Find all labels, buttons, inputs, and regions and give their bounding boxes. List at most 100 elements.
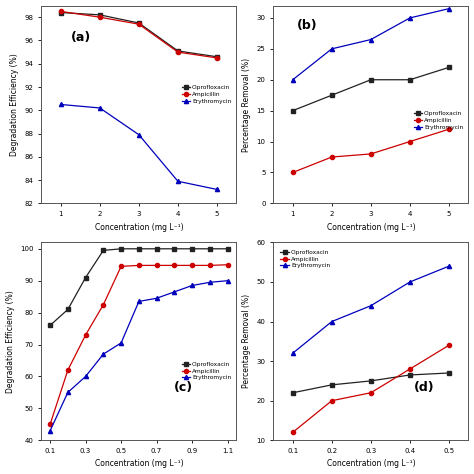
Line: Erythromycin: Erythromycin bbox=[59, 102, 219, 191]
Ampicillin bbox=[83, 332, 89, 338]
Line: Ampicillin: Ampicillin bbox=[291, 127, 451, 174]
Ciprofloxacin bbox=[100, 247, 106, 253]
Ampicillin bbox=[368, 151, 374, 157]
Erythromycin bbox=[446, 264, 452, 269]
Erythromycin bbox=[207, 280, 213, 285]
Ampicillin bbox=[175, 49, 181, 55]
Erythromycin bbox=[407, 15, 413, 21]
Erythromycin bbox=[189, 283, 195, 288]
Ampicillin bbox=[100, 302, 106, 308]
Erythromycin bbox=[368, 36, 374, 42]
Y-axis label: Percentage Removal (%): Percentage Removal (%) bbox=[242, 57, 251, 152]
Legend: Ciprofloxacin, Ampicillin, Erythromycin: Ciprofloxacin, Ampicillin, Erythromycin bbox=[278, 247, 332, 271]
X-axis label: Concentration (mg L⁻¹): Concentration (mg L⁻¹) bbox=[94, 223, 183, 232]
Ciprofloxacin bbox=[290, 390, 296, 396]
Ciprofloxacin bbox=[207, 246, 213, 252]
Text: (b): (b) bbox=[297, 19, 317, 32]
Ciprofloxacin bbox=[154, 246, 159, 252]
Erythromycin bbox=[100, 351, 106, 357]
Erythromycin bbox=[136, 299, 142, 304]
Ciprofloxacin bbox=[446, 64, 452, 70]
Ciprofloxacin bbox=[136, 246, 142, 252]
Erythromycin bbox=[136, 132, 142, 137]
Line: Ciprofloxacin: Ciprofloxacin bbox=[59, 10, 219, 59]
Ciprofloxacin bbox=[136, 20, 142, 26]
Text: (d): (d) bbox=[414, 381, 434, 394]
Line: Ampicillin: Ampicillin bbox=[48, 263, 230, 427]
Erythromycin bbox=[154, 295, 159, 301]
Ampicillin bbox=[189, 263, 195, 268]
Y-axis label: Degradation Efficiency (%): Degradation Efficiency (%) bbox=[6, 290, 15, 392]
Legend: Ciprofloxacin, Ampicillin, Erythromycin: Ciprofloxacin, Ampicillin, Erythromycin bbox=[179, 359, 234, 383]
Ampicillin bbox=[207, 263, 213, 268]
Ampicillin bbox=[47, 421, 53, 427]
Line: Ampicillin: Ampicillin bbox=[291, 343, 451, 434]
Erythromycin bbox=[47, 428, 53, 434]
X-axis label: Concentration (mg L⁻¹): Concentration (mg L⁻¹) bbox=[94, 459, 183, 468]
Ampicillin bbox=[154, 263, 159, 268]
Ciprofloxacin bbox=[214, 54, 220, 60]
Text: (a): (a) bbox=[71, 31, 91, 44]
Ciprofloxacin bbox=[446, 370, 452, 376]
Erythromycin bbox=[329, 46, 335, 52]
Y-axis label: Percentage Removal (%): Percentage Removal (%) bbox=[242, 294, 251, 388]
Ampicillin bbox=[58, 9, 64, 14]
Erythromycin bbox=[175, 178, 181, 184]
Ciprofloxacin bbox=[175, 48, 181, 54]
Legend: Ciprofloxacin, Ampicillin, Erythromycin: Ciprofloxacin, Ampicillin, Erythromycin bbox=[179, 83, 234, 106]
Erythromycin bbox=[118, 340, 124, 346]
Ciprofloxacin bbox=[368, 77, 374, 82]
Ciprofloxacin bbox=[329, 92, 335, 98]
Ampicillin bbox=[446, 127, 452, 132]
X-axis label: Concentration (mg L⁻¹): Concentration (mg L⁻¹) bbox=[327, 459, 415, 468]
Erythromycin bbox=[214, 187, 220, 192]
Erythromycin bbox=[446, 6, 452, 11]
Ampicillin bbox=[136, 263, 142, 268]
Erythromycin bbox=[290, 350, 296, 356]
Ciprofloxacin bbox=[189, 246, 195, 252]
Ampicillin bbox=[214, 55, 220, 61]
Erythromycin bbox=[290, 77, 296, 82]
Erythromycin bbox=[172, 289, 177, 295]
Erythromycin bbox=[58, 101, 64, 107]
Ampicillin bbox=[407, 366, 413, 372]
Ciprofloxacin bbox=[118, 246, 124, 252]
Ciprofloxacin bbox=[407, 372, 413, 378]
Ciprofloxacin bbox=[65, 307, 71, 312]
Ampicillin bbox=[136, 21, 142, 27]
Erythromycin bbox=[97, 105, 103, 111]
Erythromycin bbox=[83, 374, 89, 379]
Ciprofloxacin bbox=[225, 246, 230, 252]
Line: Erythromycin: Erythromycin bbox=[291, 7, 451, 82]
Ciprofloxacin bbox=[83, 274, 89, 280]
Erythromycin bbox=[329, 319, 335, 324]
Ampicillin bbox=[329, 154, 335, 160]
Ampicillin bbox=[446, 342, 452, 348]
Ciprofloxacin bbox=[58, 9, 64, 15]
Ampicillin bbox=[407, 139, 413, 145]
Ciprofloxacin bbox=[97, 12, 103, 18]
Ciprofloxacin bbox=[290, 108, 296, 113]
Line: Ampicillin: Ampicillin bbox=[59, 9, 219, 60]
Ampicillin bbox=[97, 14, 103, 20]
Ciprofloxacin bbox=[329, 382, 335, 388]
Y-axis label: Degradation Efficiency (%): Degradation Efficiency (%) bbox=[10, 53, 19, 156]
Line: Erythromycin: Erythromycin bbox=[291, 264, 451, 356]
Ciprofloxacin bbox=[172, 246, 177, 252]
Ampicillin bbox=[65, 367, 71, 373]
Ampicillin bbox=[290, 429, 296, 435]
Line: Ciprofloxacin: Ciprofloxacin bbox=[48, 246, 230, 328]
Erythromycin bbox=[225, 278, 230, 283]
Ampicillin bbox=[225, 262, 230, 268]
Text: (c): (c) bbox=[174, 381, 193, 394]
Ciprofloxacin bbox=[368, 378, 374, 384]
Legend: Ciprofloxacin, Ampicillin, Erythromycin: Ciprofloxacin, Ampicillin, Erythromycin bbox=[411, 109, 465, 132]
Ampicillin bbox=[329, 398, 335, 403]
Line: Ciprofloxacin: Ciprofloxacin bbox=[291, 371, 451, 395]
X-axis label: Concentration (mg L⁻¹): Concentration (mg L⁻¹) bbox=[327, 223, 415, 232]
Ampicillin bbox=[118, 264, 124, 269]
Line: Erythromycin: Erythromycin bbox=[48, 279, 230, 433]
Ciprofloxacin bbox=[47, 322, 53, 328]
Erythromycin bbox=[407, 279, 413, 285]
Line: Ciprofloxacin: Ciprofloxacin bbox=[291, 65, 451, 113]
